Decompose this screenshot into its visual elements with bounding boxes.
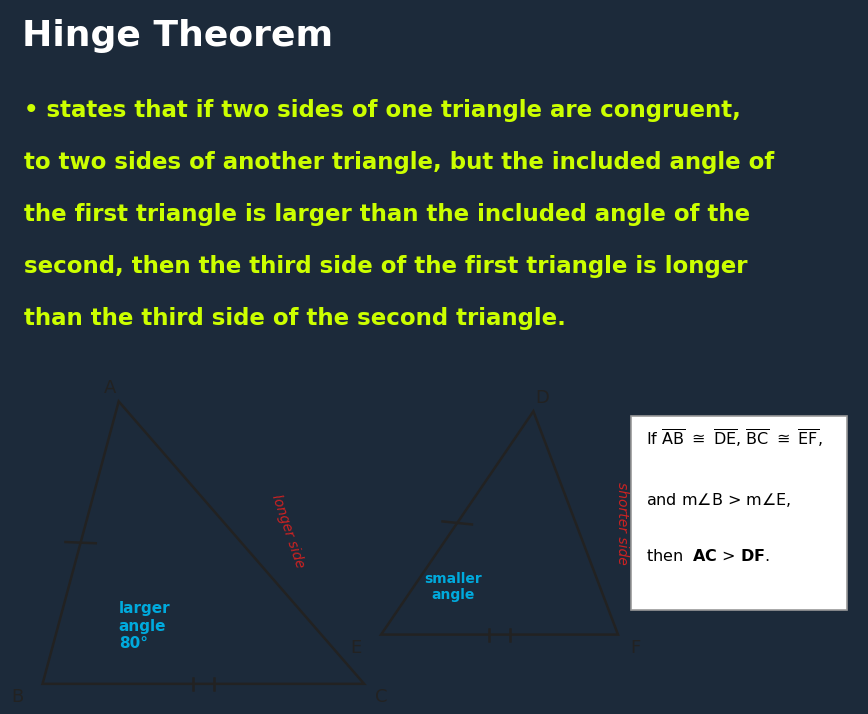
Text: the first triangle is larger than the included angle of the: the first triangle is larger than the in…: [24, 203, 750, 226]
Text: than the third side of the second triangle.: than the third side of the second triang…: [24, 307, 566, 330]
Text: C: C: [375, 688, 387, 706]
Text: larger
angle
80°: larger angle 80°: [119, 601, 170, 651]
Text: A: A: [104, 379, 116, 397]
Text: second, then the third side of the first triangle is longer: second, then the third side of the first…: [24, 255, 747, 278]
Text: shorter side: shorter side: [615, 481, 629, 564]
Text: smaller
angle: smaller angle: [424, 572, 482, 602]
Text: Hinge Theorem: Hinge Theorem: [22, 19, 332, 53]
Text: then  $\mathbf{AC}$ > $\mathbf{DF}$.: then $\mathbf{AC}$ > $\mathbf{DF}$.: [646, 548, 770, 564]
Text: • states that if two sides of one triangle are congruent,: • states that if two sides of one triang…: [24, 99, 740, 122]
Text: B: B: [11, 688, 23, 706]
Text: longer side: longer side: [269, 493, 307, 570]
Text: D: D: [535, 389, 549, 407]
Text: to two sides of another triangle, but the included angle of: to two sides of another triangle, but th…: [24, 151, 774, 174]
Text: E: E: [350, 639, 361, 657]
Text: and m$\angle$B > m$\angle$E,: and m$\angle$B > m$\angle$E,: [646, 491, 791, 509]
Text: F: F: [630, 639, 640, 657]
FancyBboxPatch shape: [631, 416, 846, 610]
Text: If $\overline{\mathrm{AB}}$ $\cong$ $\overline{\mathrm{DE}}$, $\overline{\mathrm: If $\overline{\mathrm{AB}}$ $\cong$ $\ov…: [646, 426, 823, 448]
